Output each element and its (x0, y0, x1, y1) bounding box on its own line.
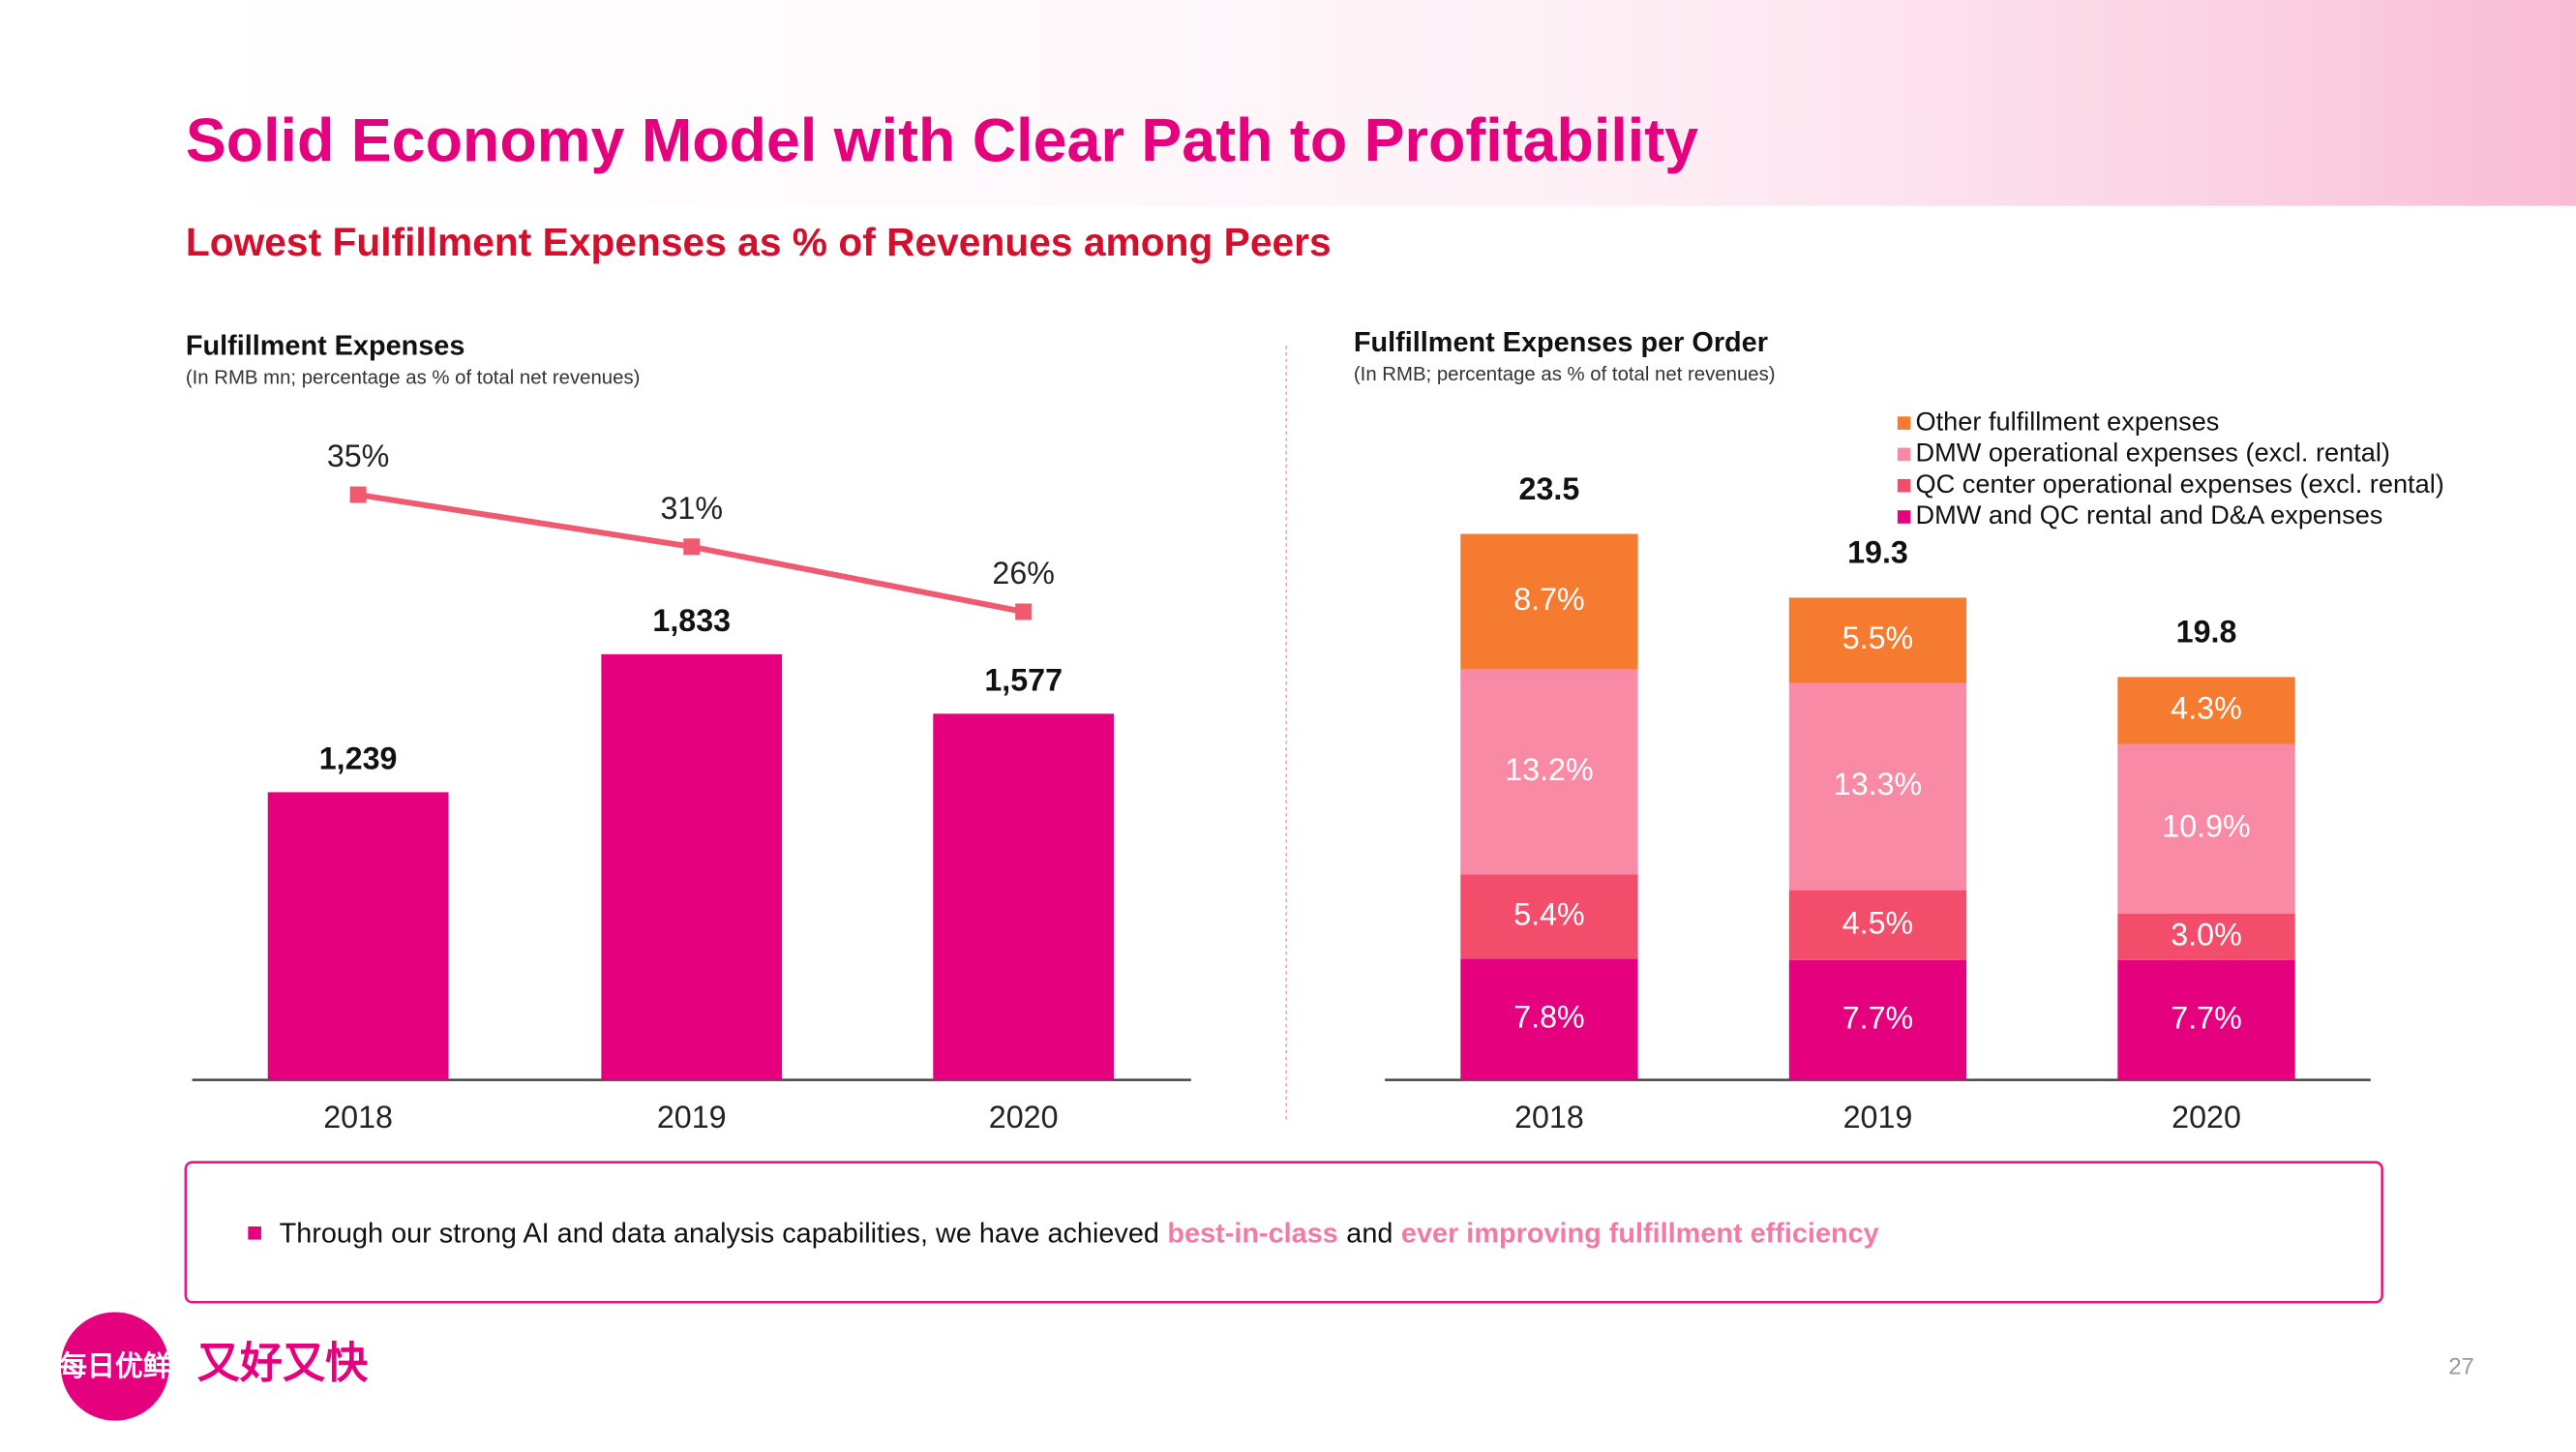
legend-label: DMW and QC rental and D&A expenses (1916, 499, 2383, 529)
bar-value-label: 1,833 (652, 603, 731, 638)
bar-segment (1460, 669, 1638, 875)
segment-label: 7.8% (1513, 999, 1584, 1034)
logo (60, 1312, 169, 1421)
x-tick-label: 2018 (323, 1100, 393, 1134)
slide-subtitle: Lowest Fulfillment Expenses as % of Reve… (186, 220, 1332, 264)
note-highlight: best-in-class (1167, 1218, 1337, 1249)
segment-label: 5.4% (1513, 896, 1584, 931)
chart-title: Fulfillment Expenses (186, 330, 465, 361)
line-marker (349, 486, 367, 503)
bar-segment (1460, 533, 1638, 670)
note-text: and (1346, 1218, 1393, 1249)
bar-segment (1788, 682, 1967, 891)
bar-value-label: 1,239 (319, 741, 398, 776)
chart-title: Fulfillment Expenses per Order (1354, 327, 1768, 358)
segment-label: 8.7% (1513, 582, 1584, 617)
legend-label: Other fulfillment expenses (1916, 406, 2220, 436)
legend-swatch (1897, 447, 1911, 462)
chart-subtitle: (In RMB; percentage as % of total net re… (1354, 364, 1776, 385)
line-value-label: 31% (660, 491, 723, 526)
bar-segment (2117, 913, 2295, 960)
x-tick-label: 2019 (1843, 1100, 1913, 1134)
bar (267, 792, 449, 1080)
segment-label: 4.3% (2171, 690, 2241, 725)
segment-label: 7.7% (1842, 1000, 1913, 1035)
chart-subtitle: (In RMB mn; percentage as % of total net… (186, 368, 641, 389)
legend-label: QC center operational expenses (excl. re… (1916, 469, 2444, 499)
page-number: 27 (2448, 1354, 2473, 1380)
bullet (248, 1226, 261, 1240)
note-text: Through our strong AI and data analysis … (280, 1218, 1159, 1249)
segment-label: 13.2% (1505, 752, 1593, 787)
slide-title: Solid Economy Model with Clear Path to P… (186, 106, 1698, 174)
legend-swatch (1897, 510, 1911, 524)
segment-label: 3.0% (2171, 917, 2241, 952)
line-value-label: 26% (992, 556, 1055, 590)
segment-label: 13.3% (1834, 767, 1922, 802)
line-value-label: 35% (327, 439, 390, 473)
x-tick-label: 2018 (1514, 1100, 1584, 1134)
segment-label: 7.7% (2171, 1000, 2241, 1035)
legend-label: DMW operational expenses (excl. rental) (1916, 438, 2390, 468)
bar-segment (1460, 958, 1638, 1080)
bar-segment (2117, 743, 2295, 914)
legend-swatch (1897, 416, 1911, 430)
segment-label: 10.9% (2162, 809, 2250, 844)
x-tick-label: 2020 (989, 1100, 1059, 1134)
slogan: 又好又快 (197, 1340, 369, 1387)
total-label: 19.8 (2176, 615, 2237, 650)
note: Through our strong AI and data analysis … (280, 1218, 1879, 1249)
bar (601, 653, 783, 1080)
bar-segment (1788, 959, 1967, 1080)
segment-label: 5.5% (1842, 620, 1913, 655)
bar (933, 713, 1115, 1080)
header-background (0, 0, 2576, 206)
legend-swatch (1897, 478, 1911, 493)
bar-segment (1788, 890, 1967, 960)
bar-segment (1788, 597, 1967, 683)
note-box (184, 1161, 2383, 1304)
total-label: 19.3 (1847, 535, 1908, 570)
segment-label: 4.5% (1842, 905, 1913, 940)
line-marker (683, 538, 701, 556)
x-tick-label: 2019 (657, 1100, 727, 1134)
bar-value-label: 1,577 (984, 662, 1063, 697)
line-marker (1015, 603, 1033, 620)
x-tick-label: 2020 (2172, 1100, 2241, 1134)
bar-segment (2117, 677, 2295, 744)
bar-segment (1460, 874, 1638, 959)
total-label: 23.5 (1519, 471, 1580, 506)
bar-segment (2117, 959, 2295, 1080)
note-highlight: ever improving fulfillment efficiency (1401, 1218, 1879, 1249)
logo-text: 每日优鲜 (59, 1350, 171, 1382)
